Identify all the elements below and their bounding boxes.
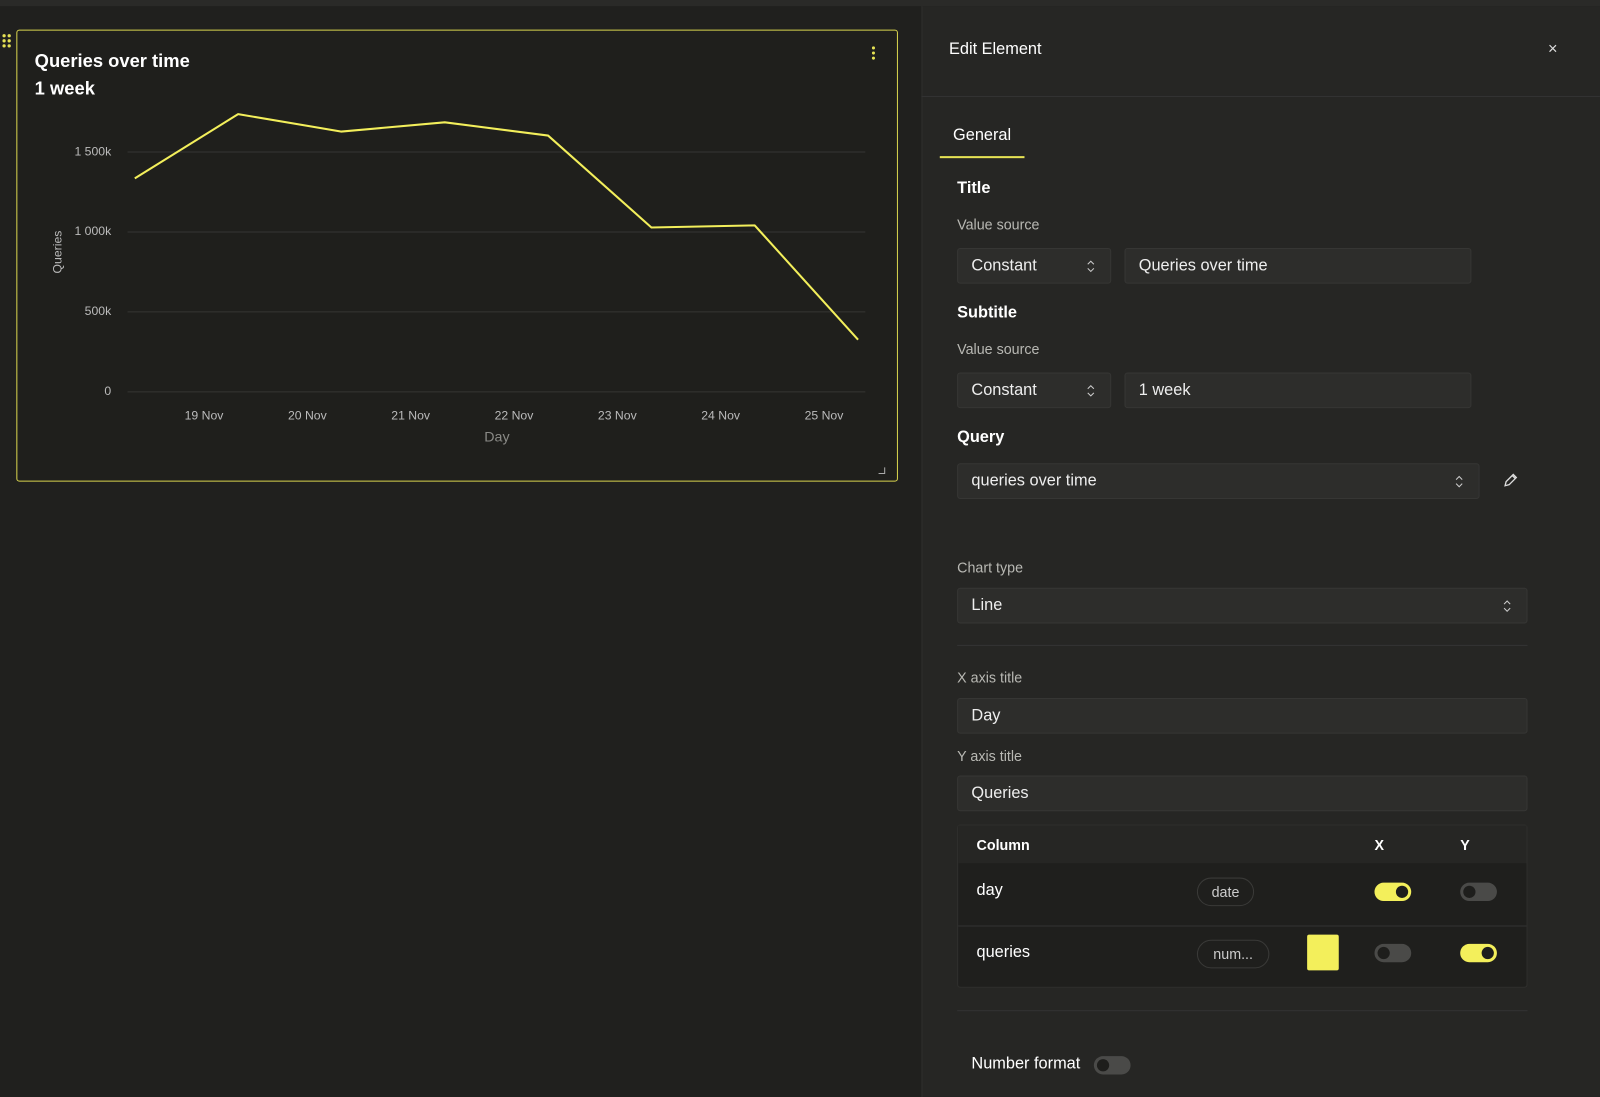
- color-swatch[interactable]: [1307, 934, 1339, 971]
- field-label: X axis title: [957, 669, 1023, 686]
- edit-query-button[interactable]: [1502, 472, 1518, 488]
- y-tick-label: 1 500k: [74, 144, 112, 158]
- divider: [957, 1010, 1528, 1012]
- chart-card[interactable]: [16, 29, 898, 482]
- section-heading: Title: [957, 179, 991, 197]
- column-name: day: [976, 881, 1003, 899]
- y-toggle[interactable]: [1460, 882, 1497, 902]
- divider: [957, 644, 1528, 646]
- x-toggle[interactable]: [1374, 943, 1412, 963]
- chevron: [1087, 259, 1095, 272]
- y-toggle[interactable]: [1460, 943, 1497, 963]
- chart-title: Queries over time: [35, 50, 190, 71]
- section-heading: Query: [957, 428, 1005, 446]
- select-value: queries over time: [971, 471, 1097, 490]
- x-tick-label: 20 Nov: [288, 409, 328, 423]
- select-value: Constant: [971, 256, 1037, 274]
- resize-handle[interactable]: [878, 467, 886, 474]
- field-label: Value source: [957, 340, 1040, 358]
- y-tick-label: 1 000k: [74, 224, 112, 238]
- input-value: 1 week: [1138, 381, 1191, 399]
- x-tick-label: 24 Nov: [701, 409, 741, 423]
- toggle-knob: [1096, 1059, 1110, 1072]
- chevron: [1455, 475, 1463, 487]
- field-label: Value source: [957, 216, 1040, 233]
- type-pill: num...: [1196, 939, 1270, 969]
- column-header: Y: [1460, 836, 1470, 854]
- chevron: [1087, 384, 1095, 397]
- x-tick-label: 22 Nov: [495, 409, 535, 423]
- table-header: [958, 825, 1527, 864]
- toggle-knob: [1481, 946, 1494, 960]
- text-input[interactable]: Day: [957, 697, 1528, 734]
- x-toggle[interactable]: [1374, 882, 1412, 902]
- number-format-toggle[interactable]: [1093, 1056, 1131, 1075]
- toggle-knob: [1377, 946, 1390, 960]
- field-label: Number format: [971, 1055, 1081, 1073]
- x-tick-label: 23 Nov: [598, 409, 638, 423]
- chart-subtitle: 1 week: [35, 78, 96, 99]
- type-pill: date: [1196, 877, 1255, 907]
- section-heading: Subtitle: [957, 304, 1018, 322]
- row-divider: [958, 925, 1527, 927]
- select-value: Constant: [971, 381, 1037, 399]
- toggle-knob: [1463, 885, 1476, 898]
- chart: Queries over time 1 week Day Queries 0 50…: [35, 50, 886, 474]
- drag-handle[interactable]: [2, 33, 12, 49]
- tab[interactable]: General: [953, 126, 1012, 144]
- x-tick-label: 21 Nov: [391, 409, 431, 423]
- select[interactable]: queries over time: [957, 463, 1480, 499]
- x-tick-label: 25 Nov: [805, 409, 845, 423]
- select-value: Line: [971, 596, 1003, 614]
- x-tick-label: 19 Nov: [185, 409, 225, 423]
- field-label: Y axis title: [957, 747, 1022, 765]
- x-axis-title: Day: [484, 430, 510, 446]
- panel-title: Edit Element: [948, 40, 1042, 59]
- field-label: Chart type: [957, 559, 1024, 576]
- select[interactable]: Line: [957, 587, 1528, 624]
- input-value: Queries over time: [1138, 256, 1268, 274]
- text-input[interactable]: 1 week: [1124, 372, 1472, 409]
- select[interactable]: Constant: [957, 372, 1112, 409]
- top-bar: [0, 0, 1600, 7]
- tab-underline: [939, 156, 1025, 159]
- text-input[interactable]: Queries over time: [1124, 247, 1472, 284]
- divider: [921, 95, 1600, 97]
- y-tick-label: 0: [104, 384, 111, 398]
- card-menu[interactable]: [869, 45, 877, 61]
- chevron: [1503, 599, 1511, 612]
- column-header: Column: [976, 836, 1030, 854]
- close-button[interactable]: ×: [1547, 40, 1558, 59]
- input-value: Queries: [971, 784, 1029, 802]
- y-axis-title: Queries: [50, 231, 64, 274]
- column-name: queries: [976, 943, 1031, 962]
- column-header: X: [1374, 836, 1385, 854]
- y-tick-label: 500k: [85, 304, 112, 318]
- input-value: Day: [971, 706, 1001, 724]
- toggle-knob: [1395, 885, 1409, 898]
- select[interactable]: Constant: [957, 247, 1112, 284]
- text-input[interactable]: Queries: [957, 775, 1528, 812]
- line: [134, 113, 859, 341]
